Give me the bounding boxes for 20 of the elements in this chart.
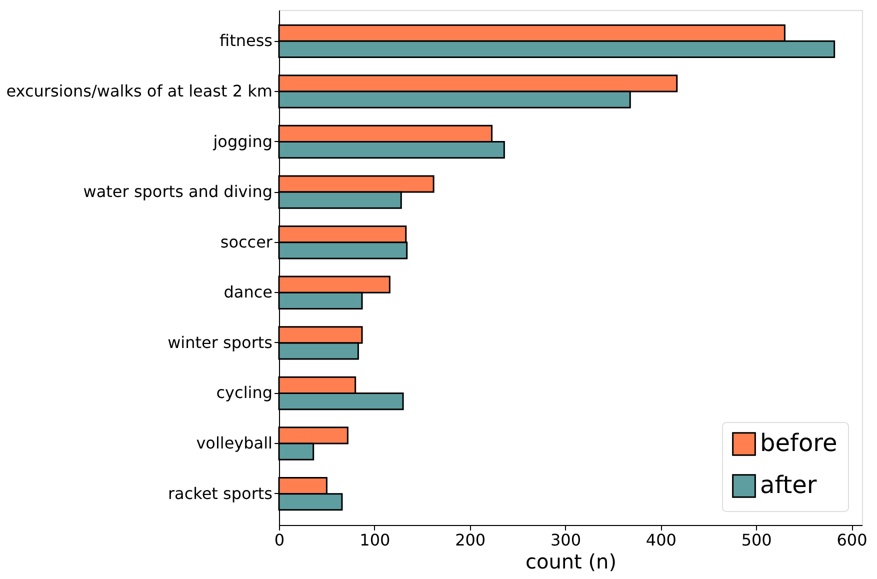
x-tick-label: 400 — [646, 530, 676, 550]
x-tick-label: 100 — [360, 530, 390, 550]
x-tick-label: 300 — [550, 530, 582, 550]
y-tick-label: jogging — [212, 132, 272, 151]
y-tick-label: excursions/walks of at least 2 km — [6, 81, 272, 100]
y-tick-label: cycling — [216, 383, 272, 402]
x-tick-label: 0 — [274, 530, 285, 550]
legend-label: after — [760, 471, 817, 499]
x-tick-label: 600 — [836, 530, 868, 550]
x-tick-label: 500 — [741, 530, 772, 550]
y-tick-label: dance — [224, 282, 272, 302]
y-tick-label: racket sports — [168, 484, 272, 503]
y-tick-label: soccer — [220, 232, 273, 252]
legend-label: before — [760, 429, 838, 457]
x-tick-label: 200 — [455, 530, 486, 550]
x-axis-title: count (n) — [525, 550, 617, 574]
y-tick-label: water sports and diving — [83, 182, 272, 202]
y-tick-label: volleyball — [196, 434, 272, 453]
y-tick-label: fitness — [219, 31, 272, 50]
y-tick-label: winter sports — [168, 332, 272, 352]
